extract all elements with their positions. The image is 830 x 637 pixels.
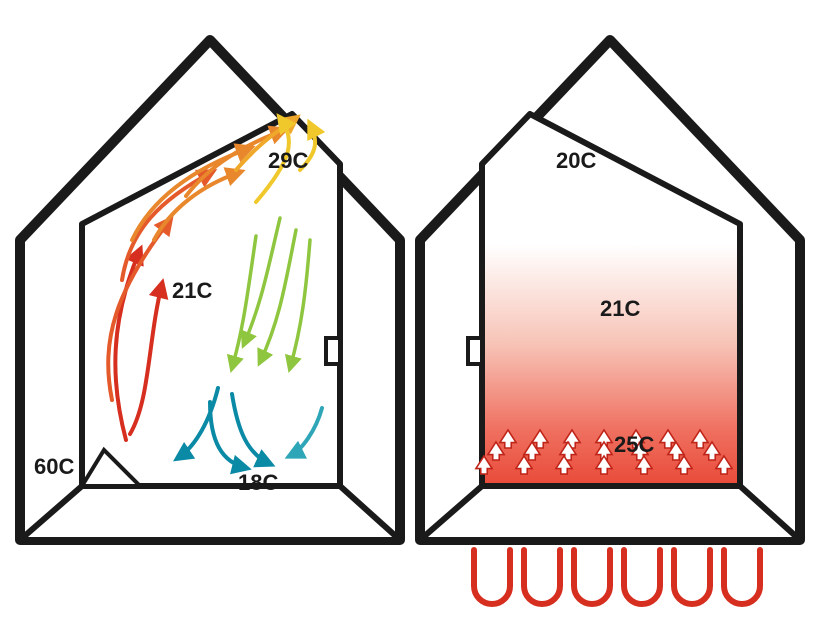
left-window-icon bbox=[326, 338, 340, 364]
temp-label-left-bottom: 18C bbox=[238, 470, 278, 496]
underfloor-coils bbox=[474, 550, 760, 604]
right-house bbox=[420, 40, 800, 604]
temp-label-left-top: 29C bbox=[268, 148, 308, 174]
left-floor-front bbox=[20, 486, 400, 540]
heating-comparison-diagram bbox=[0, 0, 830, 637]
temp-label-left-mid: 21C bbox=[172, 278, 212, 304]
temp-label-right-floor: 25C bbox=[614, 432, 654, 458]
temp-label-left-rad: 60C bbox=[34, 454, 74, 480]
temp-label-right-mid: 21C bbox=[600, 296, 640, 322]
right-door-icon bbox=[468, 338, 482, 364]
right-floor-front bbox=[420, 486, 800, 540]
temp-label-right-top: 20C bbox=[556, 148, 596, 174]
